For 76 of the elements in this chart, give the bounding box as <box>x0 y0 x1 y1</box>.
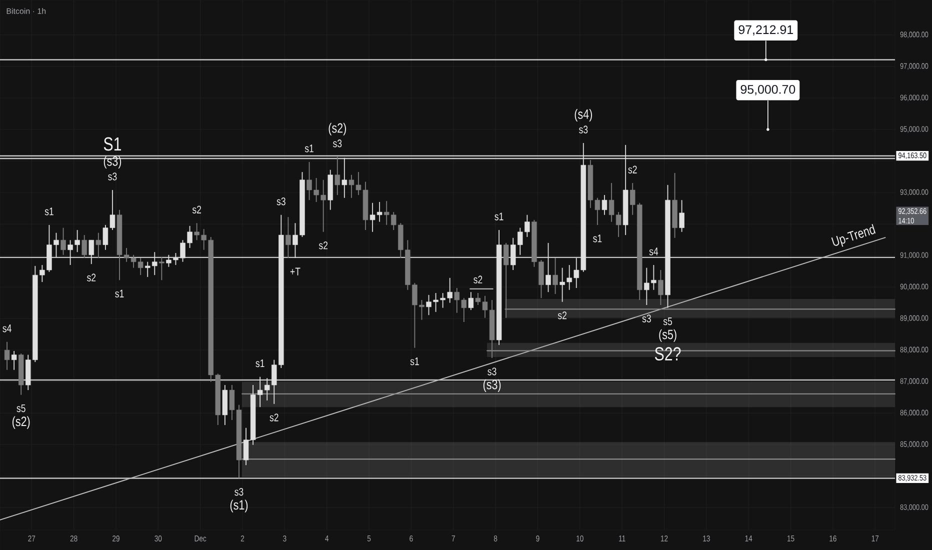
candlestick <box>552 258 558 294</box>
candlestick <box>4 341 10 370</box>
x-tick-label: 27 <box>28 536 36 542</box>
annotation: S1 <box>104 137 121 151</box>
annotation: s5 <box>16 404 26 412</box>
annotation: s1 <box>410 358 419 366</box>
x-tick-label: 10 <box>576 536 584 542</box>
candlestick <box>286 216 291 258</box>
x-tick-label: 28 <box>70 536 78 542</box>
candlestick <box>60 227 66 256</box>
annotation: s3 <box>333 140 342 148</box>
candlestick <box>334 156 340 196</box>
annotation: s1 <box>494 212 504 220</box>
x-tick-label: 11 <box>619 536 626 542</box>
x-tick-label: 29 <box>112 536 120 542</box>
annotation: s2 <box>558 311 567 320</box>
candlestick <box>658 270 664 306</box>
x-tick-label: 8 <box>494 536 498 542</box>
annotation: s2 <box>270 414 278 422</box>
x-tick-label: 17 <box>872 536 879 542</box>
annotation: s3 <box>488 368 496 376</box>
annotation: S2? <box>654 347 681 361</box>
x-tick-label: 14 <box>745 536 752 542</box>
annotation: s3 <box>108 172 117 180</box>
annotation: s2 <box>628 166 637 174</box>
annotation: s2 <box>318 242 328 250</box>
annotation: (s3) <box>104 156 122 168</box>
annotation: s2 <box>474 276 482 284</box>
x-tick-label: 30 <box>154 536 162 542</box>
annotation: s2 <box>192 206 202 214</box>
candlestick <box>96 232 102 258</box>
x-tick-label: 13 <box>703 536 710 542</box>
x-tick-label: 6 <box>410 536 413 542</box>
annotation: 95,000.70 <box>740 84 796 96</box>
annotation: 97,212.91 <box>738 25 793 36</box>
annotation: s2 <box>87 274 96 282</box>
candlestick <box>546 242 551 293</box>
x-tick-label: Dec <box>194 536 206 542</box>
x-tick-label: 16 <box>830 536 836 542</box>
x-tick-label: 5 <box>367 536 371 542</box>
annotation: (s3) <box>483 379 501 392</box>
x-tick-label: 12 <box>660 536 668 542</box>
annotation: s1 <box>256 360 264 368</box>
annotation: s3 <box>234 488 244 496</box>
x-tick-label: 15 <box>788 536 794 542</box>
candlestick <box>538 259 544 299</box>
annotation: s3 <box>276 198 286 206</box>
candlestick <box>503 242 509 318</box>
annotation: s4 <box>649 248 658 256</box>
annotation: (s2) <box>12 416 30 429</box>
annotation: s4 <box>2 324 12 332</box>
annotation: (s5) <box>659 329 676 342</box>
annotation: s5 <box>663 318 672 326</box>
candlestick <box>342 157 348 198</box>
candlestick <box>159 256 164 281</box>
candlestick <box>11 350 17 370</box>
candlestick <box>602 194 608 216</box>
annotation: s3 <box>642 314 651 322</box>
x-tick-label: 4 <box>325 536 329 542</box>
annotation: (s2) <box>328 122 346 136</box>
candlestick <box>679 200 684 232</box>
annotation: s1 <box>304 144 314 152</box>
x-tick-label: 9 <box>536 536 540 542</box>
x-tick-label: 2 <box>240 536 244 542</box>
annotation: s1 <box>593 234 602 242</box>
annotation: s3 <box>579 126 588 134</box>
x-tick-label: 3 <box>283 536 286 542</box>
annotation: s1 <box>44 208 54 216</box>
candlestick <box>88 240 94 264</box>
annotation: (s1) <box>230 500 248 512</box>
annotation: +T <box>290 268 300 276</box>
x-tick-label: 7 <box>452 536 455 542</box>
candlestick <box>468 292 474 310</box>
candlestick <box>82 234 87 258</box>
annotation: (s4) <box>574 109 592 122</box>
annotation: s1 <box>115 290 124 298</box>
